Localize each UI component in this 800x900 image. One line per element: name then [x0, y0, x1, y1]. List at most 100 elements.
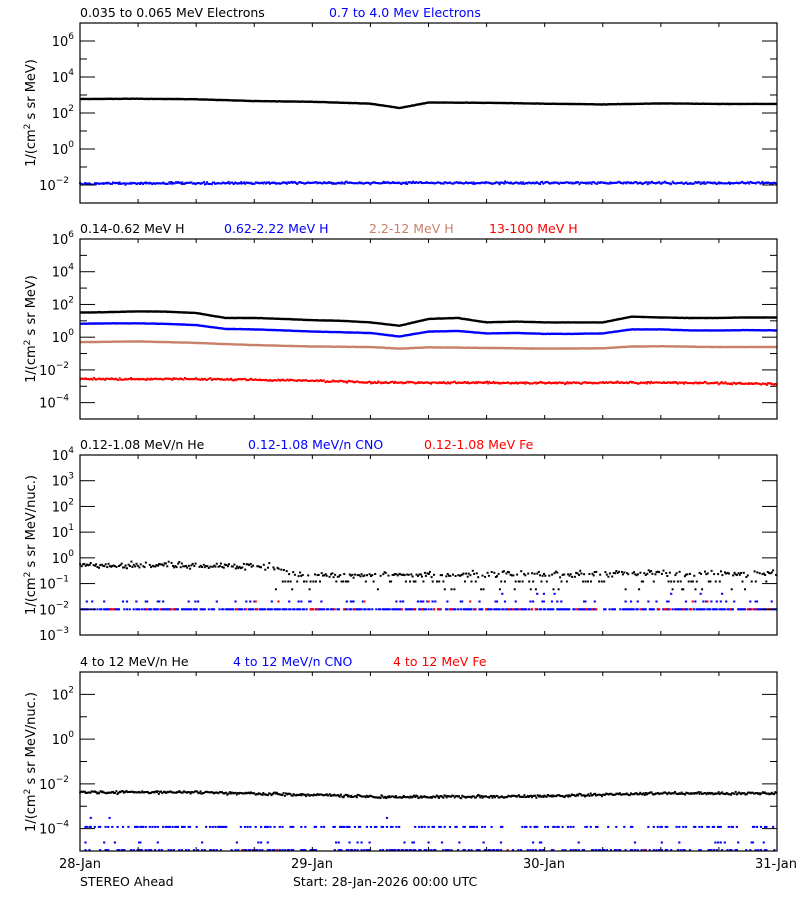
- data-point: [140, 849, 143, 852]
- data-point: [591, 181, 594, 184]
- data-point: [260, 379, 263, 382]
- data-point: [411, 841, 414, 844]
- data-point: [108, 791, 111, 794]
- data-point: [753, 382, 756, 385]
- data-point: [411, 608, 414, 611]
- data-point: [715, 792, 718, 795]
- data-point: [435, 181, 438, 184]
- data-point: [179, 791, 182, 794]
- data-point: [455, 825, 458, 828]
- data-point: [337, 841, 340, 844]
- data-point: [269, 825, 272, 828]
- data-point: [409, 181, 412, 184]
- data-point: [273, 568, 276, 571]
- data-point: [707, 849, 710, 852]
- data-point: [390, 849, 393, 852]
- data-point: [191, 791, 194, 794]
- data-point: [99, 849, 102, 852]
- data-point: [144, 849, 147, 852]
- data-point: [116, 378, 119, 381]
- x-tick-label: 28-Jan: [59, 857, 101, 872]
- data-point: [104, 182, 107, 185]
- data-point: [757, 792, 760, 795]
- data-point: [584, 608, 587, 611]
- data-point: [534, 794, 537, 797]
- data-point: [519, 181, 522, 184]
- data-point: [513, 588, 516, 591]
- data-point: [160, 790, 162, 793]
- data-point: [213, 378, 215, 381]
- data-point: [132, 563, 135, 566]
- data-point: [396, 796, 398, 799]
- y-tick-label: 10−2: [39, 361, 69, 379]
- data-point: [224, 792, 226, 794]
- data-point: [705, 181, 708, 184]
- data-point: [588, 181, 591, 184]
- data-point: [692, 825, 696, 828]
- data-point: [255, 608, 259, 611]
- data-point: [266, 181, 268, 184]
- data-point: [374, 573, 377, 575]
- data-point: [660, 572, 663, 575]
- data-point: [645, 382, 648, 385]
- data-point: [698, 571, 701, 574]
- data-point: [337, 575, 340, 578]
- data-point: [288, 600, 291, 603]
- data-point: [409, 580, 412, 583]
- data-point: [204, 183, 206, 186]
- data-point: [398, 608, 401, 611]
- data-point: [345, 600, 348, 603]
- data-point: [681, 792, 684, 795]
- data-point: [625, 608, 629, 611]
- data-point: [773, 849, 776, 852]
- data-point: [292, 849, 295, 852]
- data-point: [347, 181, 350, 184]
- data-point: [243, 181, 246, 184]
- y-tick-label: 104: [52, 263, 75, 281]
- data-point: [761, 573, 764, 576]
- data-point: [451, 182, 454, 185]
- data-point: [360, 573, 363, 576]
- data-point: [506, 381, 509, 384]
- data-point: [715, 849, 718, 852]
- data-point: [129, 565, 131, 567]
- data-point: [520, 182, 523, 185]
- data-point: [523, 381, 526, 384]
- data-point: [532, 580, 535, 583]
- data-point: [406, 608, 409, 611]
- data-point: [384, 181, 387, 184]
- data-point: [340, 580, 343, 583]
- data-point: [621, 608, 625, 611]
- data-point: [390, 580, 393, 583]
- data-point: [289, 793, 292, 795]
- data-point: [510, 574, 513, 577]
- data-point: [634, 381, 637, 384]
- data-point: [420, 381, 423, 384]
- data-point: [327, 794, 330, 797]
- data-point: [118, 565, 120, 567]
- data-point: [448, 825, 452, 828]
- data-point: [745, 382, 748, 385]
- data-point: [438, 608, 441, 611]
- data-point: [420, 600, 423, 603]
- data-point: [546, 825, 549, 828]
- data-point: [676, 793, 679, 796]
- data-point: [227, 180, 230, 183]
- data-point: [160, 849, 163, 852]
- data-point: [723, 841, 726, 844]
- data-point: [299, 793, 302, 796]
- data-point: [603, 182, 606, 184]
- data-point: [552, 849, 555, 852]
- data-point: [387, 608, 390, 611]
- data-point: [137, 182, 140, 185]
- data-point: [345, 180, 348, 183]
- data-point: [508, 382, 511, 385]
- data-point: [610, 381, 613, 384]
- data-point: [652, 825, 655, 828]
- data-point: [548, 381, 551, 384]
- data-point: [732, 182, 735, 185]
- data-point: [520, 849, 523, 852]
- data-point: [285, 182, 288, 185]
- data-point: [632, 381, 635, 383]
- data-point: [495, 849, 499, 852]
